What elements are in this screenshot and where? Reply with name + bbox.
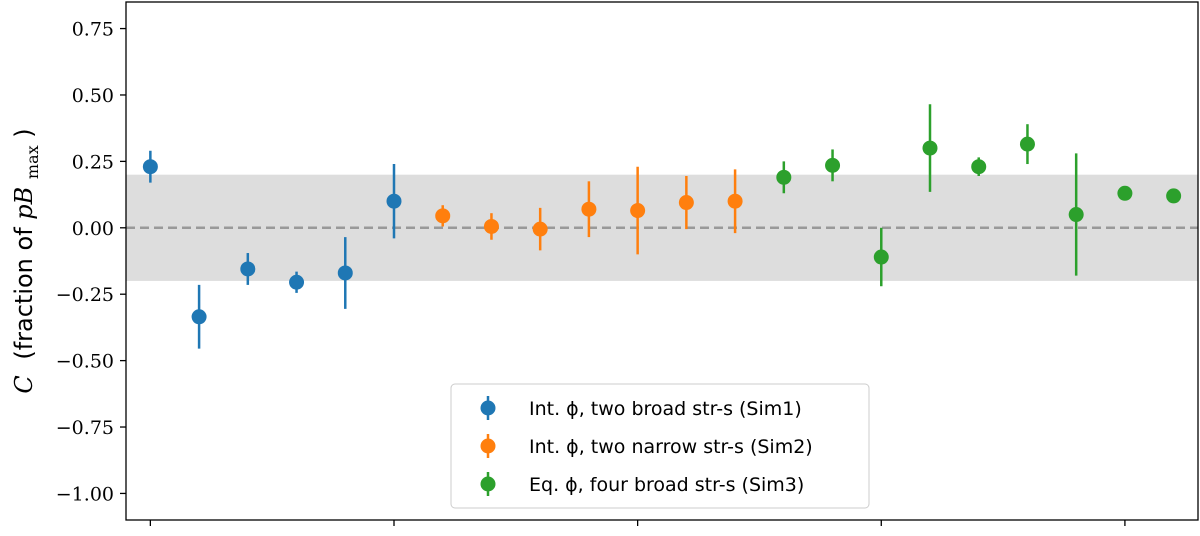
legend-box: [450, 383, 870, 509]
data-point: [922, 104, 938, 192]
data-point: [337, 237, 353, 309]
plot-frame: [125, 1, 1199, 521]
data-marker: [630, 203, 646, 219]
data-points-layer: [142, 104, 1182, 349]
data-point: [1068, 153, 1084, 276]
data-point: [727, 169, 743, 234]
data-point: [1166, 188, 1182, 204]
data-point: [630, 166, 646, 255]
y-tick-label: 0.25: [72, 151, 114, 173]
data-marker: [240, 261, 256, 277]
y-tick-label: −1.00: [56, 483, 114, 505]
y-axis-label-layer: C (fraction of pB max ): [10, 128, 44, 393]
legend-marker: [480, 400, 496, 416]
y-tick-label: −0.50: [56, 351, 114, 373]
data-marker: [825, 157, 841, 173]
data-point: [386, 164, 402, 239]
y-axis-label: C (fraction of pB max ): [10, 128, 44, 393]
y-axis-label-var: pB: [10, 187, 38, 220]
data-marker: [386, 193, 402, 209]
data-marker: [289, 274, 305, 290]
data-marker: [1068, 207, 1084, 223]
data-point: [435, 205, 451, 227]
data-marker: [1166, 188, 1182, 204]
data-marker: [873, 249, 889, 265]
data-marker: [483, 218, 499, 234]
legend-entry: Int. ϕ, two narrow str-s (Sim2): [480, 434, 813, 458]
data-marker: [971, 159, 987, 175]
data-marker: [922, 140, 938, 156]
y-tick-label: 0.00: [72, 218, 114, 240]
data-marker: [1019, 136, 1035, 152]
data-marker: [142, 159, 158, 175]
data-marker: [678, 195, 694, 211]
data-marker: [727, 193, 743, 209]
data-point: [776, 161, 792, 194]
data-marker: [532, 221, 548, 237]
y-tick-label: 0.50: [72, 85, 114, 107]
data-point: [483, 213, 499, 240]
data-point: [678, 175, 694, 230]
legend-label: Int. ϕ, two narrow str-s (Sim2): [529, 436, 813, 458]
legend-entry: Int. ϕ, two broad str-s (Sim1): [480, 396, 802, 420]
legend-marker: [480, 438, 496, 454]
legend-label: Int. ϕ, two broad str-s (Sim1): [529, 398, 802, 420]
data-marker: [337, 265, 353, 281]
legend: Int. ϕ, two broad str-s (Sim1) Int. ϕ, tw…: [450, 383, 870, 509]
data-point: [825, 149, 841, 182]
data-point: [873, 227, 889, 287]
y-axis-label-open: (fraction of: [10, 220, 38, 360]
data-point: [971, 157, 987, 176]
legend-marker: [480, 476, 496, 492]
y-tick-label: 0.75: [72, 19, 114, 41]
data-marker: [191, 309, 207, 325]
y-tick-label: −0.75: [56, 417, 114, 439]
legend-label: Eq. ϕ, four broad str-s (Sim3): [529, 474, 804, 496]
data-marker: [435, 208, 451, 224]
data-point: [289, 271, 305, 293]
data-point: [142, 150, 158, 183]
data-point: [1019, 124, 1035, 165]
data-marker: [776, 169, 792, 185]
data-point: [581, 181, 597, 238]
data-point: [1117, 185, 1133, 201]
y-axis-label-sub: max: [23, 145, 42, 179]
y-tick-label: −0.25: [56, 284, 114, 306]
legend-entry: Eq. ϕ, four broad str-s (Sim3): [480, 472, 804, 496]
data-point: [191, 284, 207, 349]
data-marker: [581, 201, 597, 217]
y-axis-label-symbol: C: [10, 375, 38, 393]
data-point: [240, 253, 256, 285]
axes-layer: 0.75 0.50 0.25 0.00 −0.25 −0.50 −0.75 −1.00: [56, 1, 1199, 526]
y-axis-label-close: ): [10, 128, 38, 137]
data-point: [532, 207, 548, 251]
data-marker: [1117, 185, 1133, 201]
